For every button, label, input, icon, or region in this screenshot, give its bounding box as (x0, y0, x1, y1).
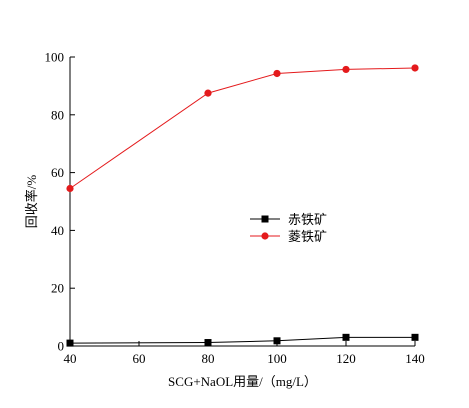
y-tick-label: 60 (51, 165, 64, 180)
series-line (69, 336, 415, 344)
x-tick-label: 140 (405, 351, 425, 366)
series-layer (66, 64, 419, 347)
data-point (411, 64, 419, 72)
legend-label: 赤铁矿 (288, 213, 327, 228)
series-2 (66, 64, 419, 193)
series-line (69, 67, 416, 189)
axes (69, 57, 415, 347)
data-point (342, 333, 350, 341)
series-1 (66, 333, 419, 347)
data-point (204, 339, 212, 347)
legend-label: 菱铁矿 (288, 230, 327, 245)
tick-marks: 40 60 80 100 120 140 0 20 40 60 80 100 (45, 50, 425, 367)
y-tick-label: 0 (58, 339, 65, 354)
legend-marker (261, 232, 269, 240)
y-tick-label: 40 (51, 223, 64, 238)
y-tick-label: 20 (51, 281, 64, 296)
x-tick-label: 60 (133, 351, 146, 366)
y-tick-label: 100 (45, 50, 65, 65)
data-point (273, 69, 281, 78)
x-tick-label: 120 (336, 351, 356, 366)
data-point (411, 333, 419, 341)
legend-marker (261, 215, 269, 223)
x-tick-label: 40 (64, 351, 77, 366)
data-point (273, 337, 281, 345)
x-axis-title: SCG+NaOL用量/（mg/L） (168, 374, 317, 389)
data-point (66, 339, 74, 347)
data-point (342, 65, 350, 74)
data-point (204, 89, 212, 97)
x-tick-label: 100 (267, 351, 287, 366)
y-tick-label: 80 (51, 107, 64, 122)
y-axis-title: 回收率/% (24, 175, 39, 229)
x-tick-label: 80 (202, 351, 215, 366)
data-point (66, 184, 74, 193)
